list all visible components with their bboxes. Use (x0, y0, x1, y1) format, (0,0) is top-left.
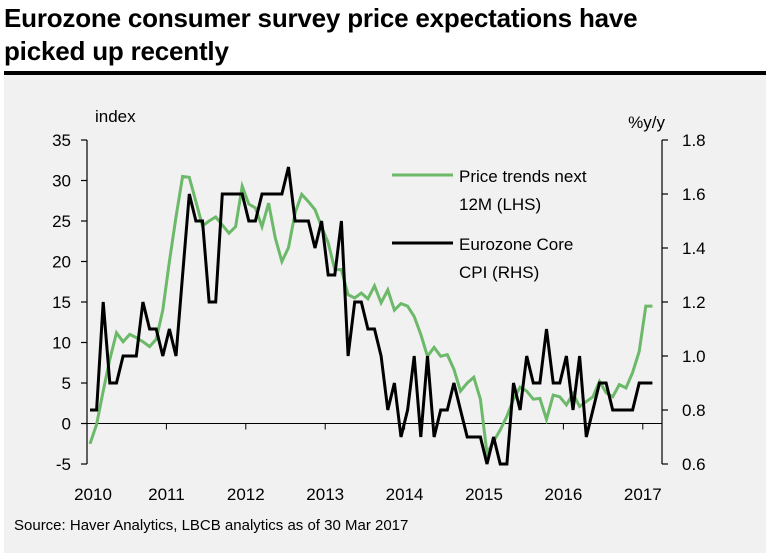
left-tick-label: 10 (52, 334, 71, 353)
right-tick-label: 1.2 (682, 293, 706, 312)
left-tick-label: 30 (52, 172, 71, 191)
right-tick-label: 1.4 (682, 239, 706, 258)
x-tick-label: 2013 (306, 485, 344, 504)
left-tick-label: 0 (62, 415, 71, 434)
x-tick-label: 2010 (74, 485, 112, 504)
legend-label: Eurozone Core (459, 235, 573, 254)
left-axis-label: index (95, 107, 136, 126)
chart-title: Eurozone consumer survey price expectati… (4, 2, 764, 68)
left-tick-label: -5 (56, 455, 71, 474)
left-tick-label: 20 (52, 253, 71, 272)
x-tick-label: 2012 (227, 485, 265, 504)
chart-title-line1: Eurozone consumer survey price expectati… (4, 3, 638, 33)
x-tick-label: 2011 (148, 485, 185, 504)
legend-label: 12M (LHS) (459, 195, 541, 214)
right-tick-label: 0.8 (682, 401, 706, 420)
source-note: Source: Haver Analytics, LBCB analytics … (14, 517, 409, 534)
x-tick-label: 2015 (465, 485, 503, 504)
right-tick-label: 1.6 (682, 185, 706, 204)
x-tick-label: 2016 (544, 485, 582, 504)
right-tick-label: 0.6 (682, 455, 706, 474)
legend: Price trends next 12M (LHS) Eurozone Core C… (392, 167, 587, 282)
chart-title-line2: picked up recently (4, 36, 229, 66)
legend-label: Price trends next (459, 167, 587, 186)
right-axis-label: %y/y (628, 113, 665, 132)
series-group (88, 166, 653, 466)
axes: -5 0 5 10 15 20 25 30 35 index 0.6 0.8 1.0 1.2 1.4 1.6 1… (52, 107, 706, 504)
right-tick-label: 1.8 (682, 131, 706, 150)
x-tick-label: 2017 (624, 485, 662, 504)
left-tick-label: 5 (62, 374, 71, 393)
left-tick-label: 25 (52, 212, 71, 231)
left-tick-label: 15 (52, 293, 71, 312)
left-tick-label: 35 (52, 131, 71, 150)
right-tick-label: 1.0 (682, 347, 706, 366)
legend-label: CPI (RHS) (459, 263, 539, 282)
series-line-price-trends (88, 174, 653, 459)
title-underline (4, 71, 766, 75)
x-tick-label: 2014 (386, 485, 424, 504)
chart-panel (4, 75, 766, 553)
series-line-core-cpi (90, 166, 653, 466)
